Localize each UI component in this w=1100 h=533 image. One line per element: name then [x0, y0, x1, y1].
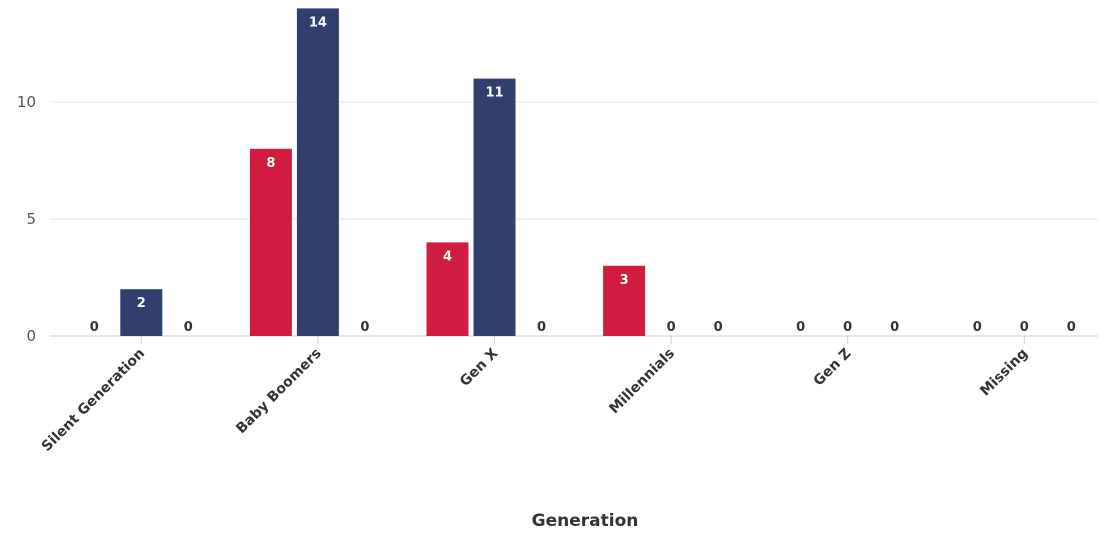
y-tick-label: 5: [26, 210, 36, 228]
x-tick-label: Millennials: [606, 346, 678, 418]
x-tick-label: Silent Generation: [39, 346, 148, 455]
bar[interactable]: [296, 8, 339, 337]
bar-value-label: 0: [1067, 320, 1076, 335]
bar-value-label: 8: [266, 156, 275, 171]
bar-value-label: 0: [973, 320, 982, 335]
x-tick-label: Baby Boomers: [233, 346, 324, 437]
bar-value-label: 0: [714, 320, 723, 335]
bar-value-label: 3: [620, 273, 629, 288]
bar-value-label: 0: [843, 320, 852, 335]
x-tick-label: Gen X: [457, 345, 501, 389]
x-axis-title: Generation: [532, 511, 639, 531]
bar-value-label: 0: [890, 320, 899, 335]
bar[interactable]: [120, 289, 163, 336]
grid-layer: [50, 101, 1098, 337]
bar-value-label: 0: [1020, 320, 1029, 335]
bars: [120, 8, 646, 337]
y-tick-label: 10: [17, 93, 36, 111]
bar-value-label: 2: [137, 296, 146, 311]
data-labels: 0 2 0 8 14 0 4 11 0 3 0 0 0 0 0 0 0 0: [90, 15, 1076, 335]
x-tick-label: Missing: [977, 346, 1031, 400]
bar[interactable]: [249, 148, 292, 336]
bar[interactable]: [473, 78, 516, 336]
y-axis-ticks: 0 5 10: [17, 93, 36, 345]
x-tick-label: Gen Z: [811, 346, 855, 390]
bar-value-label: 14: [309, 15, 327, 30]
bar-value-label: 0: [184, 320, 193, 335]
bar-value-label: 0: [360, 320, 369, 335]
bar[interactable]: [426, 242, 469, 336]
x-axis-ticks: Silent Generation Baby Boomers Gen X Millen…: [39, 336, 1031, 455]
y-tick-label: 0: [26, 327, 36, 345]
bar-value-label: 0: [796, 320, 805, 335]
bar-value-label: 11: [485, 86, 503, 101]
bar-value-label: 0: [90, 320, 99, 335]
bar-value-label: 0: [537, 320, 546, 335]
bar-value-label: 4: [443, 249, 452, 264]
bar-value-label: 0: [667, 320, 676, 335]
bar[interactable]: [603, 265, 646, 336]
